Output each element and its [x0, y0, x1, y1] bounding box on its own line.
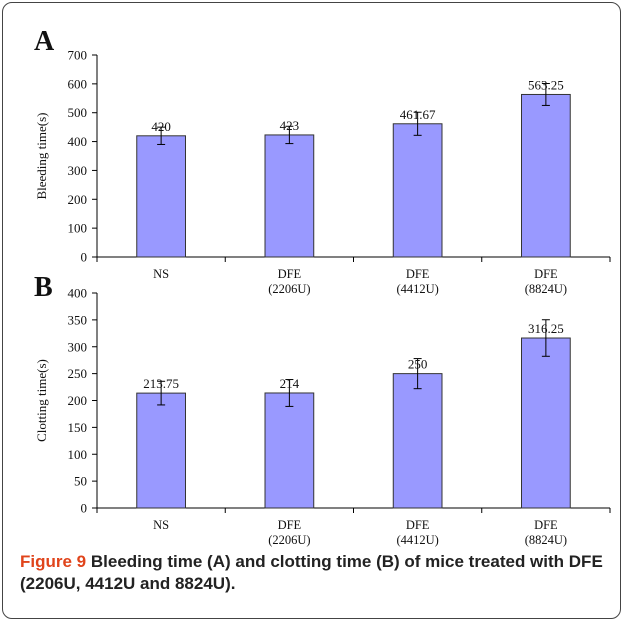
- x-tick-label: (8824U): [525, 533, 567, 547]
- data-label: 250: [408, 357, 428, 372]
- y-tick-label: 250: [68, 366, 88, 381]
- y-tick-label: 400: [68, 286, 88, 301]
- y-axis-title: Clotting time(s): [34, 359, 49, 442]
- x-tick-label: (4412U): [396, 282, 438, 296]
- data-label: 316.25: [528, 321, 564, 336]
- x-tick-label: NS: [153, 518, 169, 532]
- y-tick-label: 350: [68, 312, 88, 327]
- x-tick-label: DFE: [406, 518, 430, 532]
- y-tick-label: 0: [81, 250, 88, 265]
- x-tick-label: DFE: [278, 267, 302, 281]
- y-tick-label: 400: [68, 134, 88, 149]
- y-tick-label: 600: [68, 76, 88, 91]
- caption-text: Bleeding time (A) and clotting time (B) …: [20, 552, 603, 593]
- x-tick-label: (2206U): [268, 533, 310, 547]
- y-tick-label: 50: [74, 474, 87, 489]
- x-tick-label: NS: [153, 267, 169, 281]
- caption-label: Figure 9: [20, 552, 87, 571]
- data-label: 423: [280, 118, 300, 133]
- y-tick-label: 0: [81, 501, 88, 516]
- panel-label: A: [34, 26, 55, 57]
- x-tick-label: DFE: [534, 518, 558, 532]
- bar: [392, 123, 443, 258]
- y-tick-label: 300: [68, 163, 88, 178]
- figure-caption: Figure 9 Bleeding time (A) and clotting …: [20, 551, 610, 595]
- bar: [521, 337, 571, 509]
- y-tick-label: 300: [68, 339, 88, 354]
- data-label: 213.75: [143, 376, 179, 391]
- y-tick-label: 100: [68, 221, 88, 236]
- y-tick-label: 100: [68, 447, 88, 462]
- x-tick-label: (8824U): [525, 282, 567, 296]
- panel-label: B: [34, 272, 53, 303]
- chart-panel-b: B 0 50 100 150 200 250 300 350 400 Clotting time(s…: [34, 272, 611, 547]
- x-tick-label: DFE: [534, 267, 558, 281]
- chart-panel-a: A 0 100 200 300 400 500 600 700 Bleeding time(s) 4…: [34, 26, 611, 296]
- y-tick-label: 150: [68, 420, 88, 435]
- y-tick-label: 500: [68, 105, 88, 120]
- data-label: 563.25: [528, 77, 564, 92]
- x-tick-label: DFE: [278, 518, 302, 532]
- bar: [136, 392, 186, 509]
- data-label: 214: [280, 376, 300, 391]
- y-tick-label: 200: [68, 192, 88, 207]
- bar: [521, 93, 571, 258]
- bar: [392, 373, 443, 509]
- y-tick-label: 700: [68, 48, 88, 63]
- y-axis-title: Bleeding time(s): [34, 112, 49, 199]
- bar: [264, 134, 315, 258]
- bar: [264, 392, 315, 509]
- bar: [136, 135, 186, 258]
- x-tick-label: (4412U): [396, 533, 438, 547]
- data-label: 461.67: [400, 107, 436, 122]
- data-label: 420: [151, 119, 171, 134]
- x-tick-label: DFE: [406, 267, 430, 281]
- x-tick-label: (2206U): [268, 282, 310, 296]
- y-tick-label: 200: [68, 393, 88, 408]
